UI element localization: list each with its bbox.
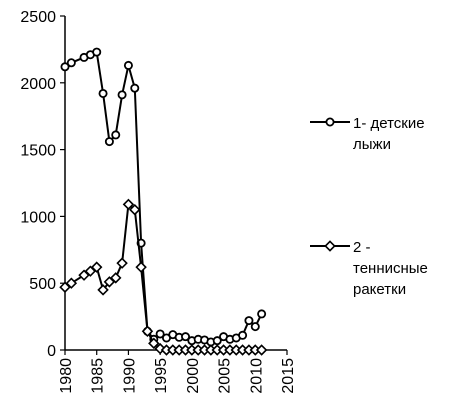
- data-point-series-1: [111, 130, 121, 140]
- data-point-series-2: [97, 284, 109, 296]
- data-point-series-2: [129, 203, 141, 216]
- data-point-series-1: [123, 60, 133, 70]
- legend-label-2: 2 -: [353, 239, 371, 256]
- data-point-series-2: [84, 265, 97, 277]
- data-point-series-2: [116, 257, 128, 269]
- data-point-series-2: [78, 269, 90, 281]
- legend-marker-2: [324, 240, 336, 252]
- data-point-series-2: [135, 261, 147, 273]
- data-point-series-2: [59, 281, 71, 293]
- x-tick-label: 2010: [248, 358, 265, 394]
- data-point-series-1: [104, 137, 114, 147]
- series-layer: [59, 47, 268, 356]
- legend-marker-1: [325, 117, 335, 127]
- x-tick-label: 2005: [217, 358, 234, 394]
- series-line-2: [64, 202, 262, 351]
- legend-label-1: лыжи: [353, 136, 391, 153]
- data-point-series-1: [212, 336, 222, 346]
- data-point-series-1: [238, 330, 248, 340]
- y-tick-label: 2500: [20, 9, 56, 26]
- data-point-series-2: [90, 261, 103, 273]
- data-point-series-1: [244, 316, 254, 326]
- axes: 0 500 1000 1500 2000 2500 1980 1985 1990 1995 2000…: [20, 9, 297, 394]
- data-point-series-1: [257, 309, 267, 319]
- legend-label-2: теннисные: [353, 260, 428, 277]
- x-tick-label: 2015: [280, 358, 297, 394]
- data-point-series-1: [98, 88, 108, 98]
- data-point-series-1: [181, 332, 191, 342]
- y-tick-label: 500: [29, 276, 56, 293]
- legend-label-2: ракетки: [353, 281, 406, 298]
- x-tick-label: 1990: [121, 358, 138, 394]
- legend: 1- детские лыжи 2 - теннисные ракетки: [310, 115, 428, 298]
- data-point-series-2: [103, 276, 116, 288]
- data-point-series-2: [148, 337, 160, 350]
- y-tick-label: 2000: [20, 76, 56, 93]
- data-point-series-1: [250, 322, 260, 332]
- data-point-series-2: [110, 272, 122, 284]
- y-tick-label: 0: [47, 343, 56, 360]
- data-point-series-1: [92, 47, 102, 57]
- data-point-series-2: [141, 325, 154, 338]
- y-tick-label: 1500: [20, 143, 56, 160]
- x-tick-label: 1995: [153, 358, 170, 394]
- x-tick-label: 1980: [58, 358, 75, 394]
- data-point-series-2: [65, 277, 78, 289]
- series-line-1: [64, 50, 263, 344]
- data-point-series-1: [117, 90, 127, 100]
- x-tick-label: 2000: [185, 358, 202, 394]
- data-point-series-1: [155, 329, 165, 339]
- legend-label-1: 1- детские: [353, 115, 425, 132]
- y-tick-label: 1000: [20, 209, 56, 226]
- data-point-series-2: [122, 198, 135, 211]
- data-point-series-1: [130, 83, 140, 93]
- data-point-series-1: [60, 62, 70, 72]
- data-point-series-1: [66, 58, 76, 68]
- data-point-series-2: [255, 344, 268, 356]
- x-tick-label: 1985: [90, 358, 107, 394]
